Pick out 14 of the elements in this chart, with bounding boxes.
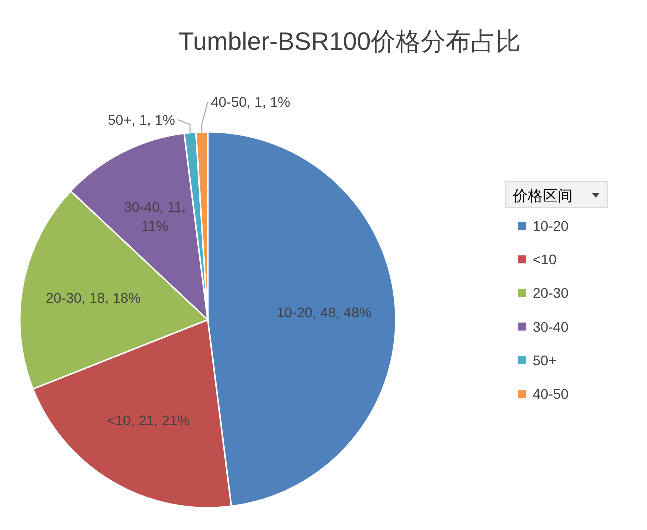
data-label: 40-50, 1, 1%: [211, 94, 290, 110]
legend-label: 10-20: [533, 218, 570, 234]
data-label: 30-40, 11, 11%: [124, 199, 186, 234]
legend-label: 40-50: [533, 386, 570, 402]
data-label: 50+, 1, 1%: [108, 112, 176, 128]
legend-label: 30-40: [533, 318, 570, 335]
chart-title: Tumbler-BSR100价格分布占比: [178, 28, 522, 56]
legend-label: <10: [533, 252, 557, 268]
data-label: <10, 21, 21%: [107, 412, 190, 428]
legend-label: 20-30: [533, 285, 570, 302]
legend-label: 50+: [533, 352, 557, 368]
data-label: 10-20, 48, 48%: [276, 304, 372, 321]
legend-title: 价格区间: [512, 188, 573, 205]
data-label: 20-30, 18, 18%: [46, 290, 141, 306]
